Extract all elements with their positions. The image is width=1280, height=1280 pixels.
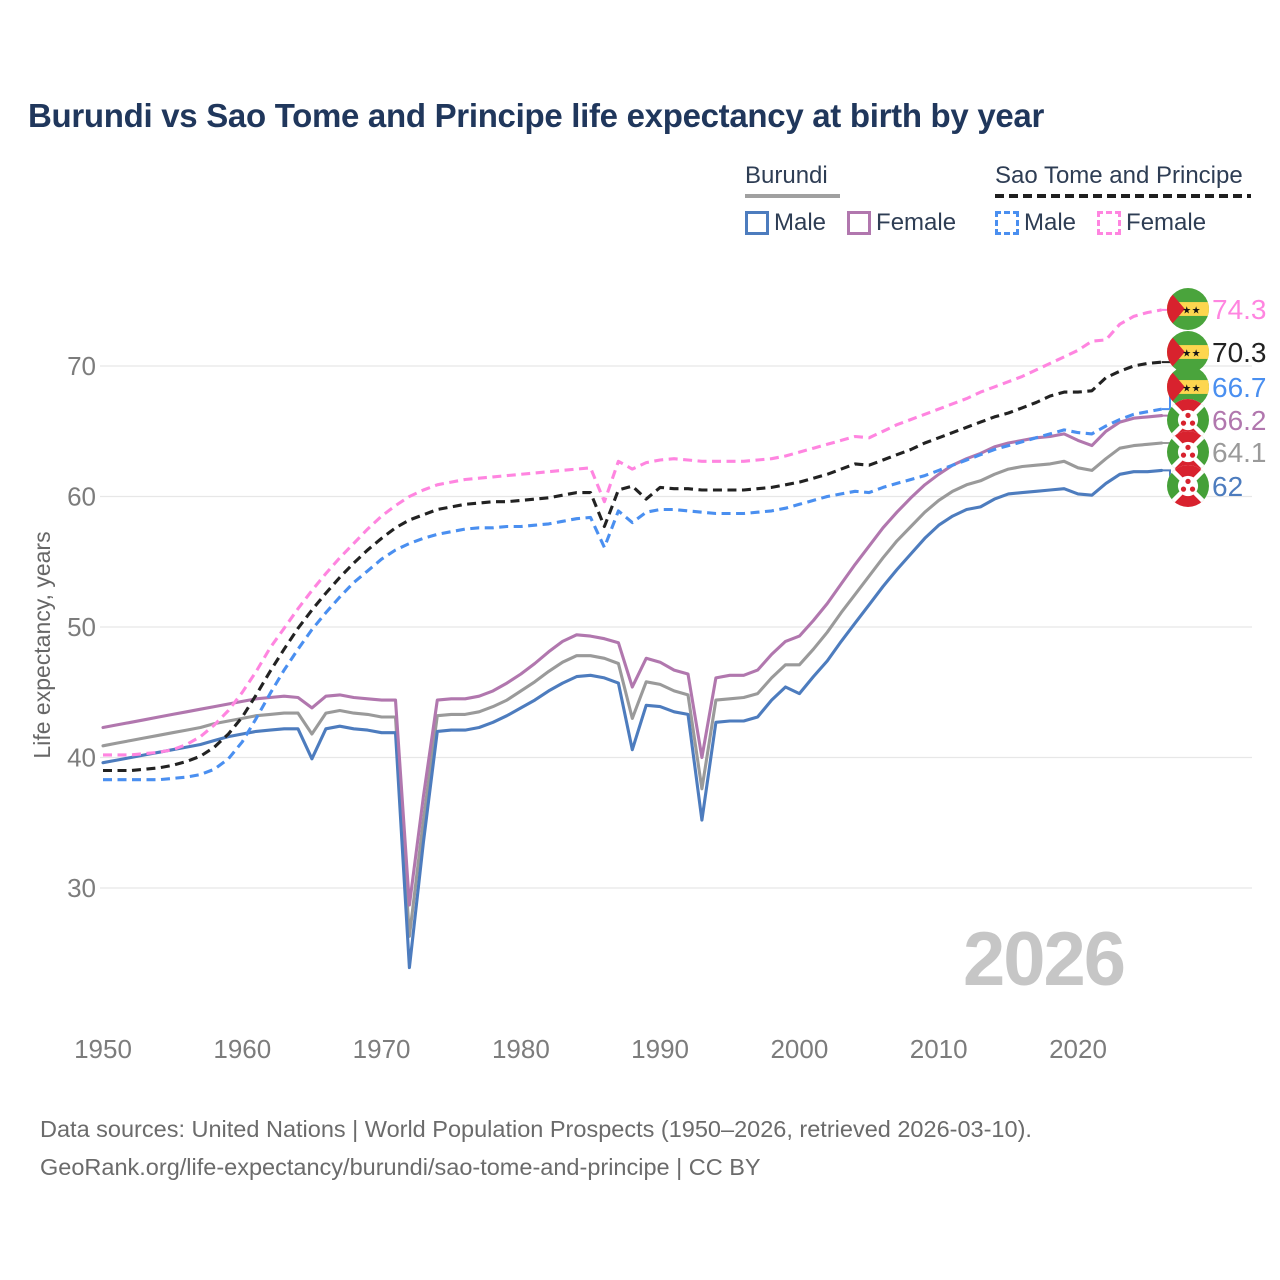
legend-country-burundi: Burundi (745, 162, 828, 189)
x-tick-label-1990: 1990 (631, 1034, 689, 1064)
series-line-burundi_total (101, 441, 1164, 938)
footer-line-2: GeoRank.org/life-expectancy/burundi/sao-… (40, 1154, 761, 1180)
stp-female-swatch-icon (1097, 211, 1122, 235)
y-tick-label-50: 50 (67, 612, 96, 642)
end-label-value-burundi_male: 62 (1212, 471, 1243, 502)
x-tick-label-1970: 1970 (353, 1034, 411, 1064)
series-line-stp_male (103, 407, 1162, 782)
x-tick-label-2000: 2000 (770, 1034, 828, 1064)
legend-label: Female (1126, 209, 1207, 236)
legend-label: Male (1024, 209, 1077, 236)
series-line-stp_total (103, 360, 1162, 773)
year-watermark: 2026 (963, 917, 1126, 1002)
legend-item-stp-female: Female (1097, 209, 1206, 237)
legend-item-burundi-female: Female (847, 209, 956, 237)
burundi-male-swatch-icon (745, 211, 769, 235)
y-tick-label-70: 70 (67, 351, 96, 381)
y-axis-label: Life expectancy, years (29, 531, 55, 758)
legend-label: Female (876, 209, 957, 236)
x-tick-label-1980: 1980 (492, 1034, 550, 1064)
legend-underline-dashed (995, 194, 1251, 198)
x-tick-label-2010: 2010 (910, 1034, 968, 1064)
end-label-value-stp_male: 66.7 (1212, 372, 1267, 403)
end-label-value-burundi_female: 66.2 (1212, 405, 1267, 436)
x-tick-label-2020: 2020 (1049, 1034, 1107, 1064)
series-line-burundi_female (101, 414, 1164, 907)
legend-group-burundi: Burundi Male Female (745, 162, 956, 237)
legend-country-sao-tome: Sao Tome and Principe (995, 162, 1243, 189)
end-label-value-burundi_total: 64.1 (1212, 437, 1267, 468)
stp-male-swatch-icon (995, 211, 1019, 235)
series-line-stp_female (103, 308, 1162, 757)
data-source-footer: Data sources: United Nations | World Pop… (40, 1110, 1032, 1186)
page-title: Burundi vs Sao Tome and Principe life ex… (28, 97, 1045, 134)
burundi-flag-icon (1167, 465, 1209, 507)
burundi-female-swatch-icon (847, 211, 872, 235)
x-tick-label-1960: 1960 (213, 1034, 271, 1064)
legend-item-burundi-male: Male (745, 209, 826, 237)
legend-item-stp-male: Male (995, 209, 1076, 237)
footer-line-1: Data sources: United Nations | World Pop… (40, 1116, 1032, 1142)
y-tick-label-30: 30 (67, 873, 96, 903)
end-label-value-stp_female: 74.3 (1212, 294, 1267, 325)
y-tick-label-40: 40 (67, 743, 96, 773)
legend-label: Male (774, 209, 827, 236)
legend-group-sao-tome: Sao Tome and Principe Male Female (995, 162, 1251, 237)
legend-underline-solid (745, 194, 840, 198)
y-tick-label-60: 60 (67, 482, 96, 512)
end-label-value-stp_total: 70.3 (1212, 337, 1267, 368)
series-line-burundi_male (101, 468, 1164, 970)
sao-tome-and-principe-flag-icon (1167, 288, 1209, 330)
x-tick-label-1950: 1950 (74, 1034, 132, 1064)
